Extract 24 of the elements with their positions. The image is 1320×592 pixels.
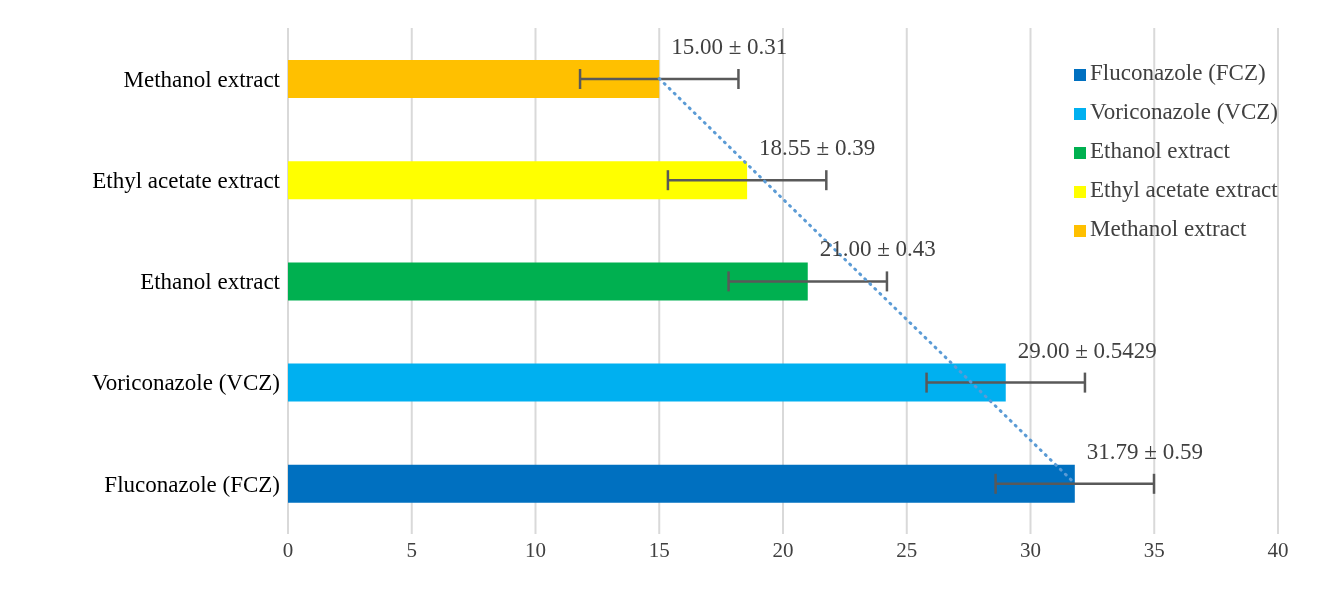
legend-label: Ethyl acetate extract [1090,177,1278,202]
x-tick-label: 10 [525,537,546,562]
data-label: 21.00 ± 0.43 [819,236,936,262]
y-tick-label: Methanol extract [123,66,281,92]
y-tick-label: Voriconazole (VCZ) [92,370,280,396]
x-tick-label: 5 [406,537,417,562]
x-tick-label: 0 [282,537,294,562]
x-tick-label: 15 [648,537,670,562]
x-tick-label: 20 [772,537,794,562]
x-tick-label: 25 [896,537,918,562]
data-label: 15.00 ± 0.31 [671,34,788,59]
data-label: 18.55 ± 0.39 [759,135,876,161]
y-tick-label: Fluconazole (FCZ) [104,471,280,497]
data-label: 31.79 ± 0.59 [1086,438,1203,464]
legend-label: Methanol extract [1090,216,1247,241]
legend-label: Ethanol extract [1090,138,1230,163]
x-tick-label: 40 [1267,537,1289,562]
y-tick-label: Ethyl acetate extract [92,167,281,193]
data-label: 29.00 ± 0.5429 [1017,337,1157,363]
x-tick-label: 30 [1020,537,1041,562]
legend-label: Voriconazole (VCZ) [1090,99,1278,124]
legend-label: Fluconazole (FCZ) [1090,60,1266,85]
y-tick-label: Ethanol extract [140,269,281,295]
x-tick-label: 35 [1143,537,1165,562]
